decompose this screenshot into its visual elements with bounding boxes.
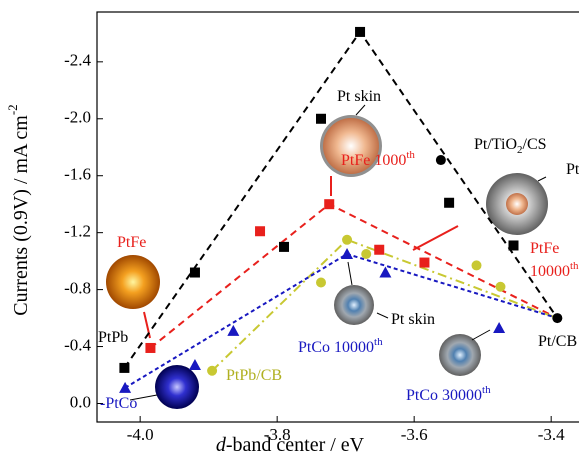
- y-tick-label: -0.4: [64, 335, 91, 354]
- annotation-text: -PtCo: [100, 395, 137, 412]
- point: [552, 313, 562, 323]
- x-tick-label: -4.0: [127, 425, 154, 444]
- point: [190, 268, 200, 278]
- point: [342, 235, 352, 245]
- annotation-sup: th: [406, 149, 415, 161]
- point: [145, 343, 155, 353]
- y-tick-label: -2.4: [64, 51, 91, 70]
- annotation-text: PtFe 1000: [341, 152, 406, 169]
- annotation: Pt/CB: [538, 333, 577, 350]
- point: [316, 277, 326, 287]
- annotation-text: PtCo 30000: [406, 387, 482, 404]
- annotation-text: PtPb/CB: [226, 367, 282, 384]
- y-tick-label: 0.0: [70, 392, 91, 411]
- annotation-text: PtFe: [117, 234, 146, 251]
- annotation-text: Pt/CB: [538, 333, 577, 350]
- annotation: PtFe: [530, 240, 559, 257]
- annotation-text: Pt/TiO: [474, 136, 517, 153]
- chart: 0.0-0.4-0.8-1.2-1.6-2.0-2.4-4.0-3.8-3.6-…: [0, 0, 579, 461]
- annotation-text: PtFe: [530, 240, 559, 257]
- annotation-text: Pt skin: [391, 311, 435, 328]
- y-tick-label: -0.8: [64, 279, 91, 298]
- point: [379, 267, 391, 278]
- y-tick-label: -1.6: [64, 165, 91, 184]
- annotation-text: PtCo 10000: [298, 339, 374, 356]
- point: [316, 114, 326, 124]
- annotation: Pt: [566, 161, 579, 178]
- point: [436, 155, 446, 165]
- annotation-sup: th: [570, 260, 579, 272]
- point: [119, 382, 131, 393]
- point: [207, 366, 217, 376]
- y-tick-label: -1.2: [64, 222, 91, 241]
- point: [374, 245, 384, 255]
- point: [341, 248, 353, 259]
- y-tick-label: -2.0: [64, 108, 91, 127]
- annotation: Pt skin: [391, 311, 435, 328]
- annotation: PtPb/CB: [226, 367, 282, 384]
- annotation: 10000th: [530, 260, 579, 280]
- annotation-text: Pt skin: [337, 88, 381, 105]
- annotation: Pt skin: [337, 88, 381, 105]
- point: [355, 27, 365, 37]
- annotation: Pt/TiO2/CS: [474, 136, 547, 156]
- annotation-tail: /CS: [523, 136, 547, 153]
- annotation: PtCo 10000th: [298, 336, 383, 356]
- annotation-text: PtPb: [98, 329, 128, 346]
- point: [227, 325, 239, 336]
- point: [495, 282, 505, 292]
- point: [508, 240, 518, 250]
- annotation: PtFe 1000th: [341, 149, 415, 169]
- x-tick-label: -3.6: [401, 425, 428, 444]
- x-axis-label: d-band center / eV: [216, 434, 365, 456]
- annotation: -PtCo: [100, 395, 137, 412]
- point: [119, 363, 129, 373]
- annotation-sup: th: [374, 336, 383, 348]
- y-axis-label: Currents (0.9V) / mA cm-2: [5, 104, 32, 315]
- x-tick-label: -3.4: [538, 425, 565, 444]
- annotation-text: 10000: [530, 263, 570, 280]
- point: [189, 359, 201, 370]
- point: [279, 242, 289, 252]
- annotation: PtCo 30000th: [406, 384, 491, 404]
- annotation: PtPb: [98, 329, 128, 346]
- annotation-sup: th: [482, 384, 491, 396]
- point: [255, 226, 265, 236]
- point: [493, 322, 505, 333]
- annotation: PtFe: [117, 234, 146, 251]
- point: [324, 199, 334, 209]
- point: [472, 260, 482, 270]
- point: [419, 258, 429, 268]
- point: [444, 198, 454, 208]
- annotation-text: Pt: [566, 161, 579, 178]
- point: [361, 249, 371, 259]
